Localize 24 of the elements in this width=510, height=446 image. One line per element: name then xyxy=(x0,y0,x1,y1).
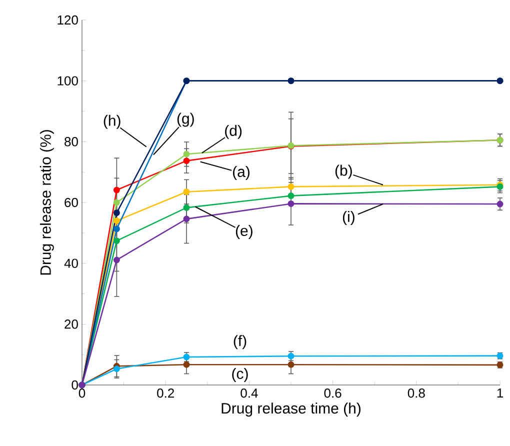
y-tick-label: 40 xyxy=(64,258,78,268)
x-tick-label: 0.8 xyxy=(408,388,425,398)
x-tick-label: 0.6 xyxy=(324,388,342,398)
annotation: (b) xyxy=(335,164,352,179)
x-axis-title: Drug release time (h) xyxy=(222,402,360,417)
annotation: (h) xyxy=(104,114,120,129)
x-tick-label: 1 xyxy=(497,388,503,398)
x-tick-label: 0.2 xyxy=(157,388,174,398)
annotation: (c) xyxy=(232,368,248,382)
annotation: (g) xyxy=(177,112,194,127)
y-tick-label: 120 xyxy=(58,15,78,25)
x-tick-label: 0.4 xyxy=(240,388,258,398)
y-tick-label: 80 xyxy=(64,137,78,146)
y-tick-label: 60 xyxy=(64,198,78,208)
y-tick-label: 0 xyxy=(72,380,78,390)
x-tick-label: 0 xyxy=(78,388,86,398)
y-tick-label: 20 xyxy=(64,320,78,329)
annotation: (f) xyxy=(234,335,246,350)
y-tick-label: 100 xyxy=(58,76,78,86)
annotation: (d) xyxy=(225,124,242,139)
annotation: (e) xyxy=(236,225,252,239)
annotation: (a) xyxy=(233,166,250,180)
annotation: (i) xyxy=(342,211,354,225)
y-axis-title: Drug release ratio (%) xyxy=(40,130,54,275)
